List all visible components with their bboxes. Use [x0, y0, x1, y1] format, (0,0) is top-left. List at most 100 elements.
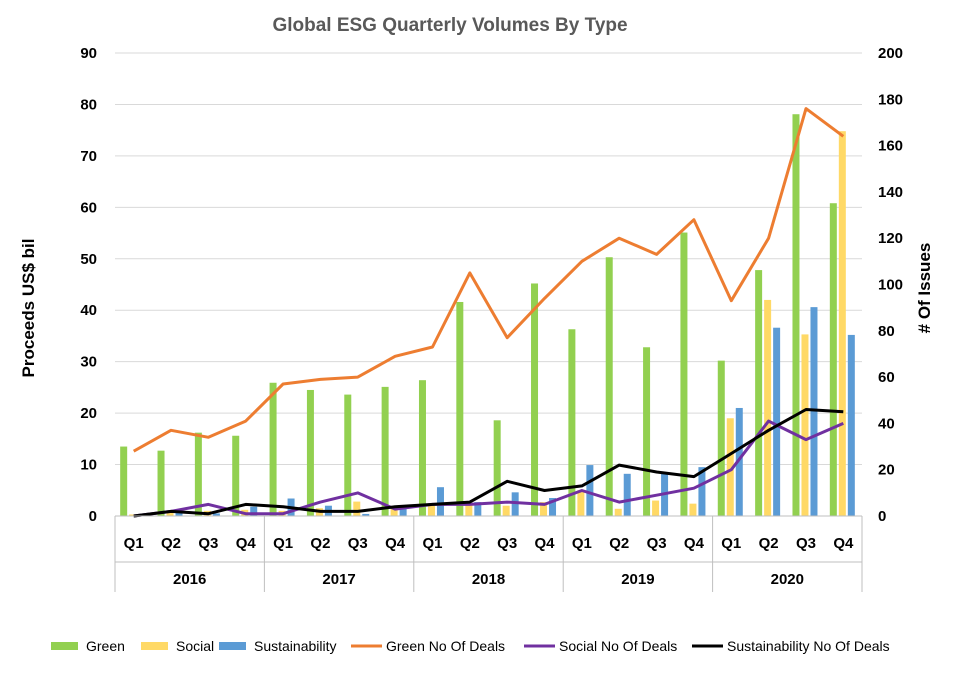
bar-green [456, 301, 464, 516]
bar-green [717, 360, 725, 516]
legend-label: Sustainability No Of Deals [727, 638, 890, 654]
bar-social [577, 490, 585, 516]
bar-sustainability [698, 467, 706, 516]
bar-sustainability [362, 513, 370, 516]
bar-sustainability [212, 513, 220, 516]
bar-green [157, 450, 165, 516]
bar-social [353, 501, 361, 516]
bar-green [531, 283, 539, 516]
y-tick-label: 40 [80, 302, 97, 319]
chart-title: Global ESG Quarterly Volumes By Type [272, 15, 627, 36]
bar-green [381, 386, 389, 516]
bar-sustainability [436, 487, 444, 516]
y-tick-label: 50 [80, 251, 97, 268]
bar-sustainability [474, 502, 482, 516]
y2-tick-label: 120 [878, 230, 903, 247]
y-axis-label: Proceeds US$ bil [19, 239, 38, 378]
y-tick-label: 90 [80, 45, 97, 62]
year-label: 2016 [173, 571, 206, 588]
y2-tick-label: 140 [878, 184, 903, 201]
legend-label: Green No Of Deals [386, 638, 505, 654]
y2-tick-label: 40 [878, 415, 895, 432]
x-tick-label: Q2 [460, 535, 480, 552]
bar-social [801, 334, 809, 516]
bars [120, 114, 855, 517]
legend-item: Social [141, 638, 214, 654]
x-tick-label: Q1 [124, 535, 144, 552]
line-green-no-of-deals [132, 107, 845, 453]
legend-item: Sustainability [219, 638, 337, 654]
bar-sustainability [250, 506, 258, 516]
y2-tick-label: 60 [878, 369, 895, 386]
bar-green [755, 270, 763, 516]
bar-social [726, 418, 734, 516]
bar-social [689, 503, 697, 516]
bar-social [427, 505, 435, 516]
x-tick-label: Q4 [833, 535, 854, 552]
y2-tick-label: 100 [878, 277, 903, 294]
bar-green [568, 329, 576, 516]
line-social-no-of-deals [133, 419, 844, 518]
bar-social [390, 508, 398, 516]
bar-social [764, 299, 772, 516]
bar-green [643, 347, 651, 516]
year-label: 2018 [472, 571, 505, 588]
y2-tick-label: 200 [878, 45, 903, 62]
lines [132, 107, 845, 518]
bar-social [614, 508, 622, 516]
legend-swatch [51, 642, 78, 650]
bar-sustainability [175, 511, 183, 516]
x-tick-label: Q3 [198, 535, 218, 552]
y-tick-label: 30 [80, 354, 97, 371]
y2-axis-label: # Of Issues [915, 243, 934, 334]
legend-label: Social No Of Deals [559, 638, 677, 654]
y-tick-label: 70 [80, 148, 97, 165]
line-sustainability-no-of-deals [133, 408, 844, 518]
legend-label: Sustainability [254, 638, 337, 654]
bar-sustainability [511, 492, 519, 516]
bar-social [652, 500, 660, 516]
bar-sustainability [623, 473, 631, 516]
y-tick-label: 10 [80, 457, 97, 474]
x-tick-label: Q1 [273, 535, 293, 552]
x-tick-label: Q3 [647, 535, 667, 552]
x-tick-label: Q4 [385, 535, 406, 552]
y-tick-label: 0 [89, 508, 97, 525]
bar-sustainability [847, 334, 855, 516]
bar-social [838, 131, 846, 516]
axes: 0 10 20 30 40 50 60 70 80 90 0 20 40 60 80 100 120 140 160… [80, 45, 903, 592]
bar-sustainability [549, 497, 557, 516]
bar-sustainability [586, 465, 594, 516]
x-tick-label: Q2 [759, 535, 779, 552]
y2-tick-label: 0 [878, 508, 886, 525]
bar-green [232, 435, 240, 516]
bar-green [306, 389, 314, 516]
year-label: 2017 [322, 571, 355, 588]
bar-social [465, 504, 473, 516]
y2-tick-label: 20 [878, 462, 895, 479]
x-tick-label: Q1 [422, 535, 442, 552]
year-label: 2019 [621, 571, 654, 588]
bar-green [269, 382, 277, 516]
x-tick-label: Q4 [684, 535, 705, 552]
x-tick-label: Q3 [497, 535, 517, 552]
bar-green [344, 394, 352, 516]
x-tick-label: Q3 [348, 535, 368, 552]
legend-item: Social No Of Deals [524, 638, 677, 654]
bar-sustainability [810, 307, 818, 516]
bar-social [540, 502, 548, 516]
bar-green [792, 114, 800, 517]
x-tick-label: Q2 [609, 535, 629, 552]
bar-social [166, 511, 174, 516]
legend-swatch [141, 642, 168, 650]
x-tick-label: Q2 [161, 535, 181, 552]
x-tick-label: Q2 [310, 535, 330, 552]
bar-social [129, 514, 137, 516]
y2-tick-label: 180 [878, 91, 903, 108]
legend-label: Social [176, 638, 214, 654]
x-tick-label: Q4 [535, 535, 556, 552]
y-tick-label: 20 [80, 405, 97, 422]
y2-tick-label: 160 [878, 138, 903, 155]
gridlines [115, 52, 862, 517]
